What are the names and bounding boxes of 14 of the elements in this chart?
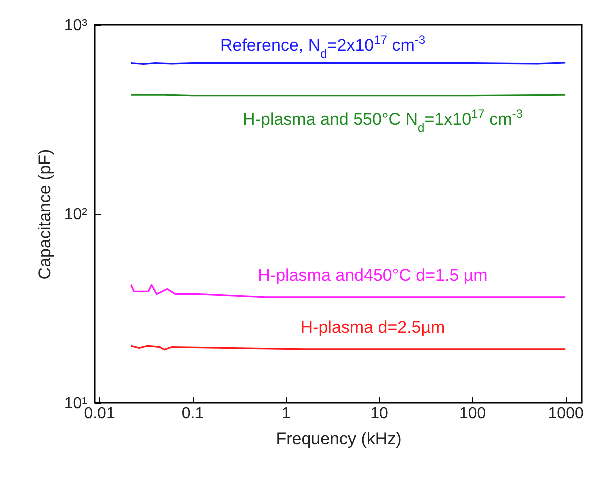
x-tick-label: 1000	[548, 406, 584, 422]
x-tick-label: 0.01	[84, 406, 116, 422]
y-axis-title: Capacitance (pF)	[35, 149, 54, 280]
y-tick-label: 10³	[64, 18, 88, 34]
x-axis-title: Frequency (kHz)	[276, 430, 402, 448]
x-tick-label: 100	[459, 406, 486, 422]
x-tick-label: 1	[282, 406, 291, 422]
series-label: H-plasma and 550°C N$_{d}$=1x10$^{17}$ cm$^{-3}$	[243, 107, 524, 135]
series-label: H-plasma and450°C d=1.5 µm	[258, 266, 488, 285]
x-tick-label: 0.1	[182, 406, 204, 422]
x-tick-label: 10	[370, 406, 389, 422]
series-label: Reference, N$_{d}$=2x10$^{17}$ cm$^{-3}$	[220, 33, 426, 61]
series-label: H-plasma d=2.5µm	[300, 318, 446, 337]
y-tick-label: 10²	[64, 206, 88, 224]
